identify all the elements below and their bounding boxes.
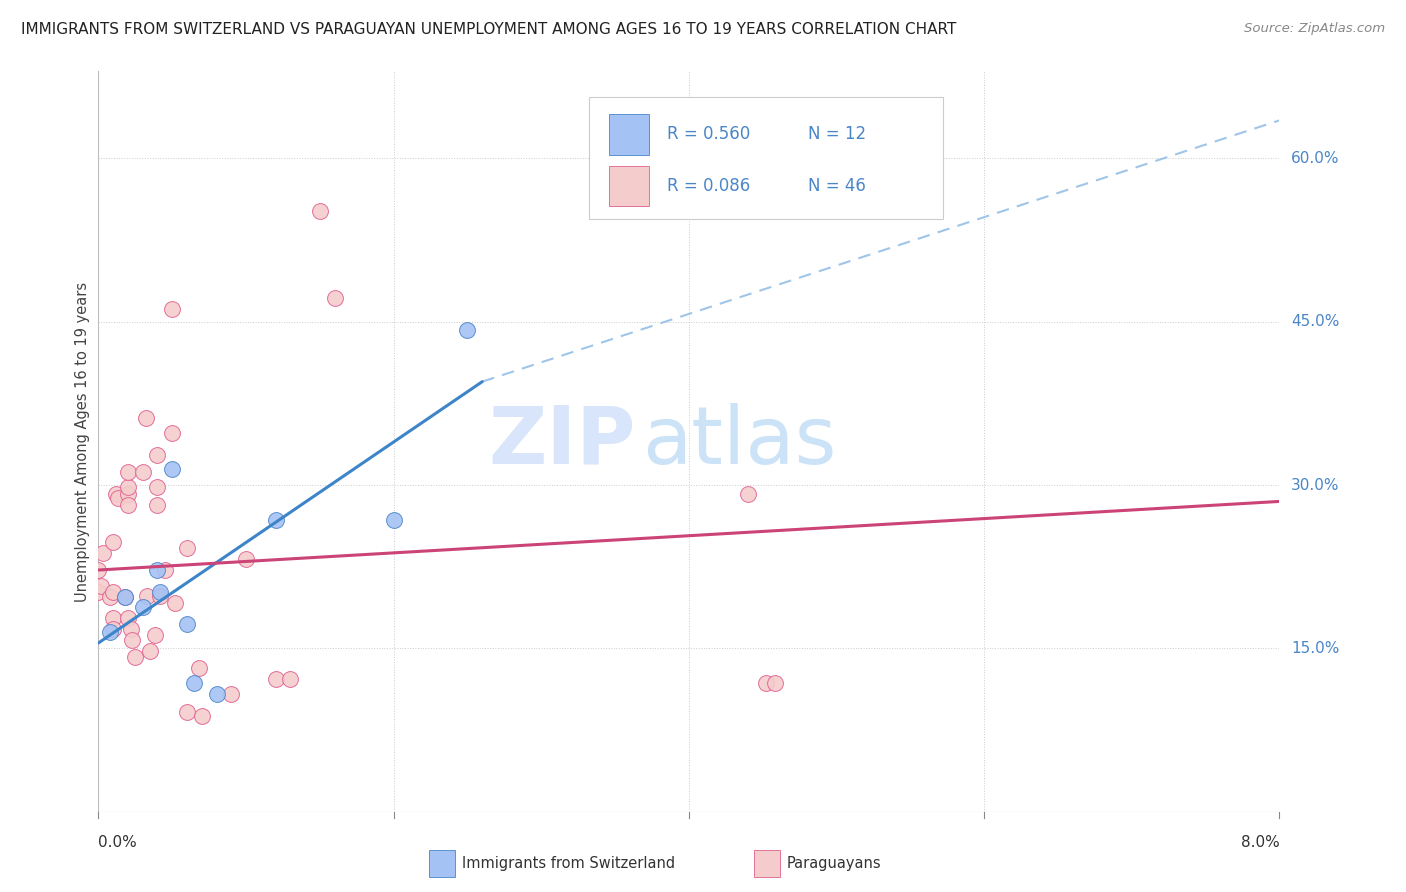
Point bbox=[146, 480, 169, 494]
Point bbox=[117, 465, 139, 479]
Point bbox=[176, 617, 198, 632]
Point bbox=[117, 498, 139, 512]
Point bbox=[98, 591, 121, 605]
FancyBboxPatch shape bbox=[609, 166, 648, 206]
Point bbox=[87, 584, 110, 599]
Point bbox=[153, 563, 176, 577]
Point bbox=[135, 410, 157, 425]
Point bbox=[91, 546, 114, 560]
Point bbox=[105, 487, 128, 501]
Point bbox=[121, 632, 143, 647]
Point bbox=[280, 672, 302, 686]
Point bbox=[132, 600, 155, 615]
Point bbox=[139, 643, 162, 657]
Point bbox=[117, 487, 139, 501]
Point bbox=[382, 513, 405, 527]
Point bbox=[117, 480, 139, 494]
Point bbox=[103, 584, 125, 599]
Point bbox=[124, 650, 146, 665]
Text: R = 0.560: R = 0.560 bbox=[666, 125, 749, 144]
Y-axis label: Unemployment Among Ages 16 to 19 years: Unemployment Among Ages 16 to 19 years bbox=[75, 282, 90, 601]
FancyBboxPatch shape bbox=[754, 850, 780, 877]
Point bbox=[176, 705, 198, 719]
Point bbox=[191, 709, 214, 723]
Point bbox=[162, 425, 183, 440]
Point bbox=[117, 611, 139, 625]
FancyBboxPatch shape bbox=[589, 97, 943, 219]
Point bbox=[205, 687, 228, 701]
Point bbox=[149, 584, 172, 599]
Point bbox=[107, 491, 129, 505]
Point bbox=[146, 498, 169, 512]
Text: IMMIGRANTS FROM SWITZERLAND VS PARAGUAYAN UNEMPLOYMENT AMONG AGES 16 TO 19 YEARS: IMMIGRANTS FROM SWITZERLAND VS PARAGUAYA… bbox=[21, 22, 956, 37]
Point bbox=[755, 676, 778, 690]
Point bbox=[146, 563, 169, 577]
Point bbox=[87, 563, 110, 577]
Text: 0.0%: 0.0% bbox=[98, 836, 138, 850]
Point bbox=[162, 462, 183, 476]
Point bbox=[183, 676, 205, 690]
Text: atlas: atlas bbox=[641, 402, 837, 481]
Point bbox=[165, 596, 187, 610]
Text: 45.0%: 45.0% bbox=[1291, 314, 1340, 329]
Point bbox=[149, 589, 172, 603]
Text: N = 46: N = 46 bbox=[808, 178, 866, 195]
Text: 8.0%: 8.0% bbox=[1240, 836, 1279, 850]
Point bbox=[763, 676, 786, 690]
Point bbox=[132, 465, 155, 479]
Text: ZIP: ZIP bbox=[488, 402, 636, 481]
Point bbox=[176, 541, 198, 556]
Text: Source: ZipAtlas.com: Source: ZipAtlas.com bbox=[1244, 22, 1385, 36]
Point bbox=[264, 513, 287, 527]
Text: Paraguayans: Paraguayans bbox=[787, 856, 882, 871]
Point bbox=[103, 622, 125, 636]
Text: Immigrants from Switzerland: Immigrants from Switzerland bbox=[463, 856, 675, 871]
Point bbox=[737, 487, 759, 501]
Point bbox=[98, 625, 121, 640]
Text: 15.0%: 15.0% bbox=[1291, 641, 1340, 656]
Text: 30.0%: 30.0% bbox=[1291, 477, 1340, 492]
Point bbox=[90, 579, 112, 593]
Point bbox=[120, 622, 142, 636]
Point bbox=[264, 672, 287, 686]
Point bbox=[235, 552, 257, 566]
Text: R = 0.086: R = 0.086 bbox=[666, 178, 749, 195]
Point bbox=[114, 591, 136, 605]
Point bbox=[103, 534, 125, 549]
Point bbox=[221, 687, 243, 701]
Point bbox=[457, 324, 479, 338]
Point bbox=[143, 628, 166, 642]
FancyBboxPatch shape bbox=[609, 114, 648, 154]
FancyBboxPatch shape bbox=[429, 850, 456, 877]
Point bbox=[146, 448, 169, 462]
Point bbox=[136, 589, 159, 603]
Point bbox=[162, 301, 183, 316]
Text: N = 12: N = 12 bbox=[808, 125, 866, 144]
Point bbox=[187, 661, 209, 675]
Text: 60.0%: 60.0% bbox=[1291, 151, 1340, 166]
Point bbox=[114, 591, 136, 605]
Point bbox=[103, 611, 125, 625]
Point bbox=[323, 291, 346, 305]
Point bbox=[309, 203, 332, 218]
